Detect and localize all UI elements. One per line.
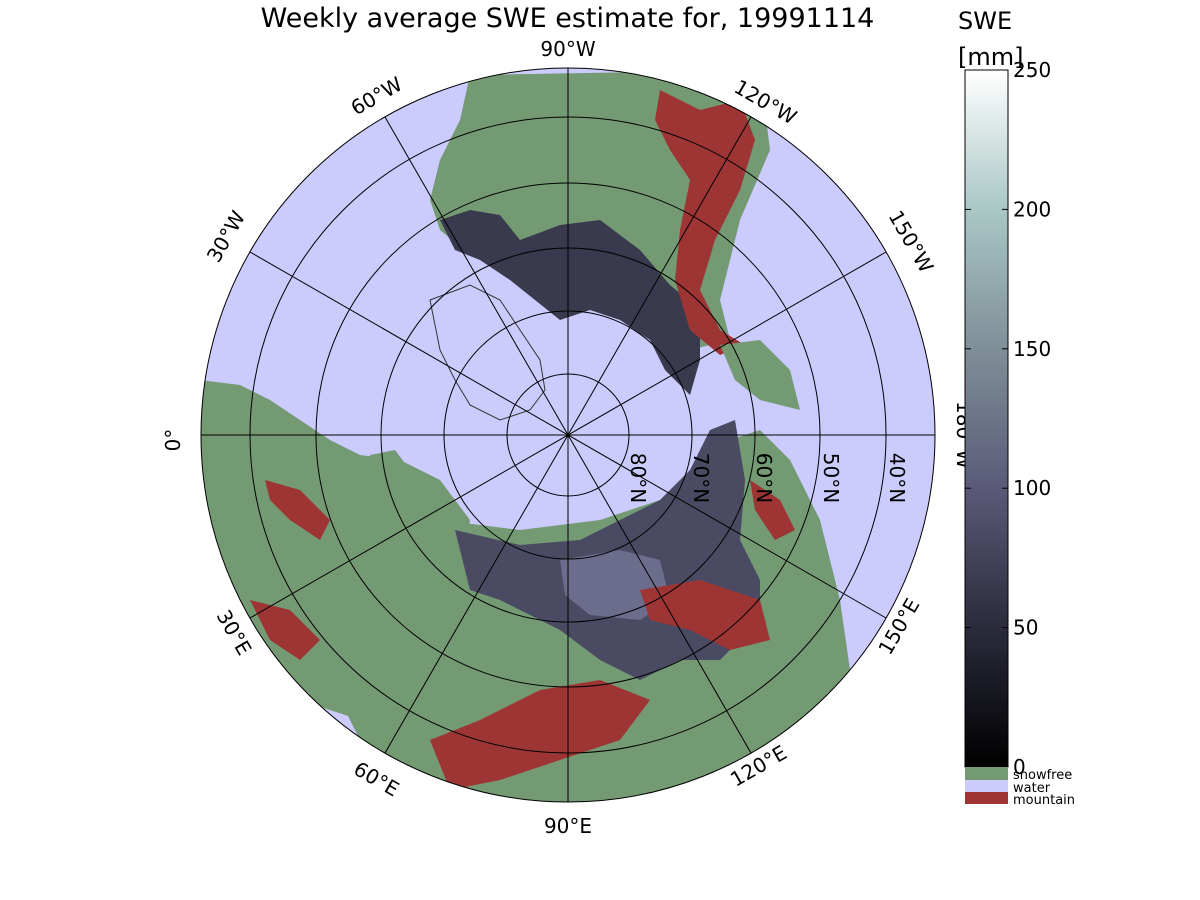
legend-label-water: water: [1013, 781, 1051, 796]
kamchatka-mountains: [750, 480, 795, 540]
colorbar-tick-label: 200: [1013, 197, 1051, 221]
colorbar-gradient: [964, 69, 1009, 768]
colorbar-label-line1: SWE: [958, 7, 1013, 35]
colorbar-label-line2: [mm]: [958, 43, 1024, 71]
lon-label-0: 0°: [161, 429, 185, 452]
north-america-snow: [440, 210, 700, 395]
lat-label-80n: 80°N: [626, 453, 650, 503]
lon-label-30w: 30°W: [202, 206, 251, 266]
lat-label-50n: 50°N: [819, 453, 843, 503]
alps-mountains: [265, 480, 330, 540]
colorbar-ticks: 0 50 100 150 200 250: [965, 58, 1051, 779]
colorbar-tick-label: 250: [1013, 58, 1051, 82]
meridian-150w-30e: [249, 251, 887, 619]
colorbar-title: SWE [mm]: [958, 3, 1023, 75]
siberia-snow-light: [560, 550, 670, 620]
greenland: [429, 284, 546, 421]
lat-label-40n: 40°N: [885, 453, 909, 503]
lon-label-90w: 90°W: [540, 37, 595, 61]
lat-label-70n: 70°N: [689, 453, 713, 503]
central-asia-mountains: [640, 580, 770, 650]
himalaya-mountains: [430, 680, 650, 790]
lat-label-60n: 60°N: [752, 453, 776, 503]
rocky-mountains: [655, 90, 755, 355]
lon-label-90e: 90°E: [544, 814, 592, 838]
legend-label-mountain: mountain: [1013, 793, 1075, 808]
colorbar: 0 50 100 150 200 250 snowfree water mountain: [964, 58, 1075, 808]
map-boundary: [200, 67, 936, 803]
colorbar-tick-label: 100: [1013, 476, 1051, 500]
lon-label-60e: 60°E: [350, 757, 404, 802]
balkan-mountains: [250, 600, 320, 660]
alaska: [720, 340, 800, 410]
map-surface: [201, 68, 935, 802]
svalbard-islands: [370, 450, 410, 485]
legend-swatch-mountain: [965, 792, 1008, 804]
colorbar-tick-label: 150: [1013, 337, 1051, 361]
map-title: Weekly average SWE estimate for, 1999111…: [260, 3, 875, 34]
colorbar-tick-label: 50: [1013, 616, 1038, 640]
legend-label-snowfree: snowfree: [1013, 768, 1072, 783]
graticule: [201, 68, 935, 802]
colorbar-tick-label: 0: [1013, 755, 1026, 779]
legend-swatch-snowfree: [965, 767, 1008, 780]
legend-swatch-water: [965, 780, 1008, 792]
